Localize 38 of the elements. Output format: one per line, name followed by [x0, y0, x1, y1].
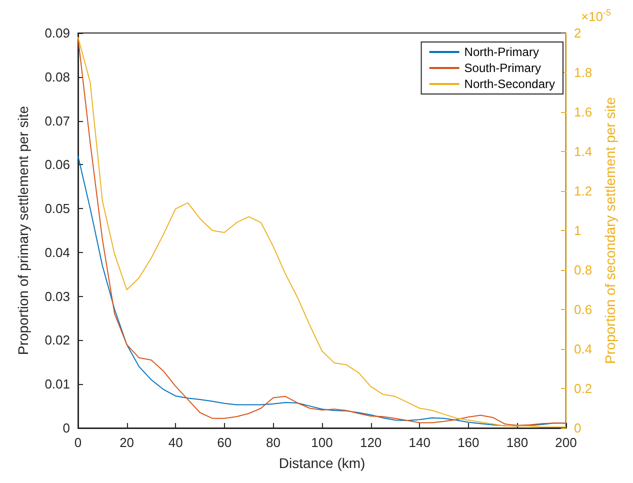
x-tick-label: 160 [458, 435, 480, 450]
y2-tick-label: 2 [574, 26, 582, 40]
legend-label: North-Primary [464, 45, 539, 59]
x-tick-label: 60 [217, 435, 232, 450]
y-tick-label: 0.08 [44, 69, 70, 84]
y-tick-label: 0.04 [44, 244, 70, 260]
y2-tick-label: 0.4 [574, 342, 592, 356]
y-tick-label: 0 [62, 420, 70, 436]
legend-label: North-Secondary [464, 77, 556, 91]
x-tick-label: 0 [74, 435, 82, 450]
x-tick-label: 40 [168, 435, 183, 450]
y-tick-label: 0.03 [44, 288, 70, 304]
y2-tick-label: 0.8 [574, 262, 592, 278]
y-tick-label: 0.06 [44, 157, 70, 172]
y-tick-label: 0.01 [44, 376, 70, 392]
y-tick-label: 0.02 [44, 332, 70, 348]
y2-tick-label: 1.2 [574, 184, 592, 198]
y2-tick-label: 0.2 [574, 381, 592, 396]
y-tick-label: 0.05 [44, 201, 70, 216]
x-tick-label: 180 [506, 435, 528, 450]
x-tick-label: 100 [311, 435, 333, 450]
x-tick-label: 20 [120, 435, 134, 450]
y-tick-label: 0.07 [44, 113, 70, 128]
y-axis-title: Proportion of primary settlement per site [15, 106, 31, 355]
y2-tick-label: 1.4 [574, 144, 592, 159]
x-tick-label: 80 [266, 435, 280, 450]
x-tick-label: 200 [555, 435, 577, 450]
legend-label: South-Primary [464, 61, 541, 75]
x-tick-label: 120 [360, 435, 382, 450]
x-axis-title: Distance (km) [278, 455, 366, 471]
y2-tick-label: 1 [574, 223, 582, 238]
y2-axis-title: Proportion of secondary settlement per site [602, 96, 618, 364]
y2-tick-label: 1.6 [574, 104, 592, 120]
x-tick-label: 140 [408, 435, 430, 450]
y2-tick-label: 0.6 [574, 302, 592, 317]
y2-tick-label: 0 [574, 420, 582, 436]
y2-tick-label: 1.8 [574, 65, 592, 80]
y-tick-label: 0.09 [44, 26, 70, 40]
